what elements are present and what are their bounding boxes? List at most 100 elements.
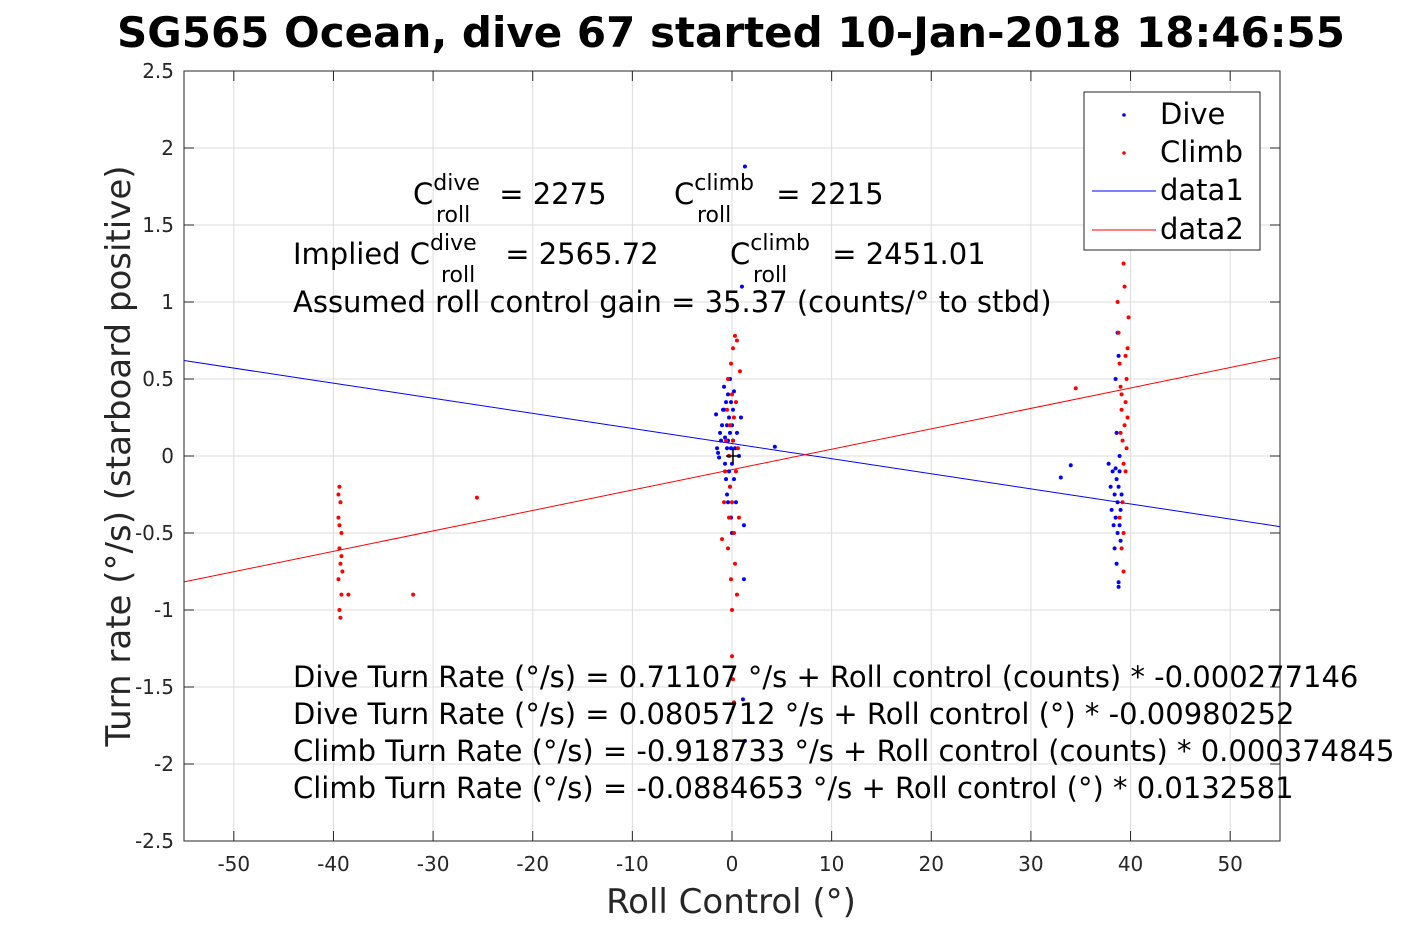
- data-point-dive: [725, 423, 730, 428]
- equation-climb-counts: Climb Turn Rate (°/s) = -0.918733 °/s + …: [293, 734, 1394, 768]
- data-point-climb: [336, 492, 341, 497]
- fit-line-data2: [183, 356, 1281, 583]
- y-axis-label: Turn rate (°/s) (starboard positive): [99, 165, 139, 747]
- data-point-dive: [1118, 538, 1123, 543]
- data-point-climb: [1122, 423, 1127, 428]
- data-point-dive: [725, 446, 730, 451]
- data-point-dive: [728, 430, 733, 435]
- data-point-dive: [1113, 466, 1118, 471]
- data-point-dive: [1106, 461, 1111, 466]
- legend-box: [1083, 91, 1261, 251]
- data-point-climb: [340, 569, 345, 574]
- data-point-climb: [1120, 500, 1125, 505]
- data-point-dive: [740, 697, 745, 702]
- data-point-dive: [1113, 515, 1118, 520]
- data-point-dive: [1116, 484, 1121, 489]
- data-point-dive: [732, 446, 737, 451]
- data-point-climb: [1121, 531, 1126, 535]
- data-point-dive: [714, 412, 719, 417]
- data-point-climb: [338, 561, 343, 566]
- data-point-dive: [1068, 463, 1073, 468]
- data-point-dive: [738, 415, 743, 420]
- data-point-climb: [728, 423, 733, 428]
- x-tick-label: 30: [1018, 852, 1043, 876]
- data-point-dive: [1108, 484, 1113, 489]
- data-point-dive: [1109, 507, 1114, 512]
- x-tick-label: -40: [317, 852, 350, 876]
- roll-control-gain: Assumed roll control gain = 35.37 (count…: [293, 285, 1052, 319]
- data-points: [336, 164, 1131, 743]
- data-point-climb: [337, 608, 342, 612]
- data-point-climb: [735, 446, 740, 451]
- legend: Dive Climb data1 data2: [1083, 91, 1261, 251]
- data-point-dive: [1117, 454, 1122, 458]
- data-point-climb: [411, 592, 416, 597]
- data-point-climb: [720, 537, 725, 542]
- data-point-climb: [1119, 407, 1124, 412]
- implied-c-roll-dive: Implied Cdive roll = 2565.72: [293, 231, 659, 288]
- data-point-dive: [729, 400, 734, 405]
- data-point-climb: [730, 608, 734, 612]
- y-tick-label: 2.5: [142, 59, 174, 83]
- x-tick-label: -20: [516, 852, 549, 876]
- y-tick-label: -1.5: [135, 675, 174, 699]
- annotations: Cdive roll = 2275 Cclimb roll = 2215 Impli…: [293, 171, 1394, 805]
- data-point-climb: [337, 484, 342, 489]
- data-point-dive: [731, 389, 736, 394]
- data-point-climb: [1118, 384, 1123, 389]
- data-point-dive: [1115, 531, 1120, 535]
- data-point-climb: [338, 500, 343, 505]
- data-point-climb: [1119, 546, 1124, 551]
- data-point-dive: [1110, 469, 1115, 474]
- data-point-climb: [474, 495, 479, 500]
- data-point-climb: [731, 415, 736, 420]
- data-point-climb: [733, 469, 738, 474]
- data-point-climb: [730, 654, 734, 659]
- y-tick-label: -0.5: [135, 521, 174, 545]
- data-point-climb: [339, 554, 344, 559]
- data-point-dive: [730, 407, 735, 412]
- data-point-dive: [722, 407, 727, 412]
- legend-label-data1: data1: [1160, 173, 1244, 207]
- data-point-climb: [724, 438, 729, 443]
- y-tick-label: -1: [154, 598, 174, 622]
- x-tick-label: -50: [217, 852, 250, 876]
- c-roll-climb: Cclimb roll = 2215: [674, 171, 884, 228]
- y-tick-label: 1.5: [142, 213, 174, 237]
- data-point-climb: [1123, 400, 1128, 405]
- data-point-climb: [1073, 386, 1078, 391]
- data-point-dive: [727, 469, 732, 474]
- y-tick-label: 1: [161, 290, 174, 314]
- x-tick-label: 10: [819, 852, 844, 876]
- legend-marker-dive: [1122, 113, 1126, 117]
- x-tick-label: 20: [919, 852, 944, 876]
- x-tick-label: 40: [1118, 852, 1143, 876]
- data-point-climb: [1123, 353, 1128, 358]
- data-point-dive: [733, 500, 738, 505]
- data-point-climb: [733, 400, 738, 405]
- data-point-dive: [1112, 492, 1117, 497]
- data-point-climb: [737, 369, 742, 374]
- equation-dive-degrees: Dive Turn Rate (°/s) = 0.0805712 °/s + R…: [293, 697, 1294, 731]
- data-point-climb: [728, 484, 733, 489]
- data-point-climb: [734, 592, 739, 597]
- data-point-climb: [722, 500, 727, 505]
- data-point-climb: [731, 700, 736, 705]
- data-point-climb: [727, 515, 732, 520]
- data-point-dive: [1115, 500, 1120, 505]
- data-point-dive: [718, 430, 723, 435]
- data-point-dive: [720, 423, 725, 428]
- data-point-climb: [731, 531, 736, 535]
- data-point-climb: [1124, 377, 1129, 381]
- data-point-dive: [742, 738, 747, 743]
- data-point-dive: [723, 435, 728, 440]
- data-point-dive: [727, 415, 732, 420]
- fit-lines: [183, 356, 1281, 583]
- data-point-dive: [1114, 477, 1119, 482]
- x-tick-label: -30: [417, 852, 450, 876]
- data-point-climb: [725, 407, 730, 412]
- x-axis-label: Roll Control (°): [606, 882, 856, 922]
- data-point-dive: [726, 500, 731, 505]
- data-point-climb: [729, 577, 734, 582]
